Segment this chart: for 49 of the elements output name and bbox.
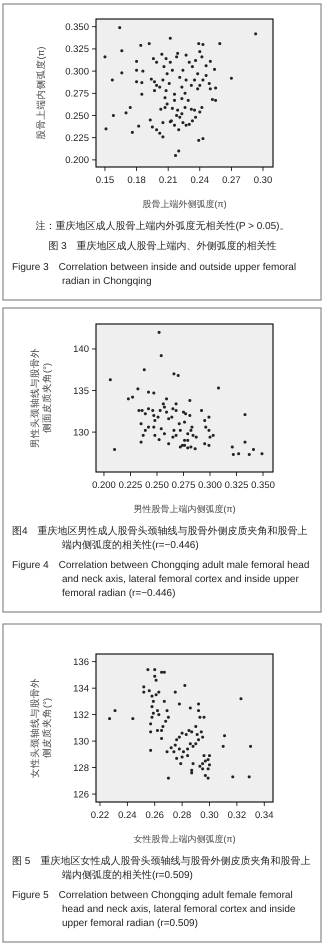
text: 图 5 重庆地区女性成人股骨头颈轴线与股骨外侧皮质夹角和股骨上端内侧弧度的相关性(r=0.509) (12, 855, 310, 881)
x-tick-label: 0.350 (251, 480, 275, 491)
y-tick-label: 0.325 (65, 44, 89, 56)
x-axis-title: 女性股骨上端内侧弧度(π) (133, 834, 236, 844)
y-tick-label: 130 (73, 427, 89, 438)
x-tick-label: 0.18 (127, 175, 146, 186)
y-axis-title: 女性头颈轴线与股骨外侧皮质夹角(°) (29, 678, 53, 778)
text: Figure 3 Correlation between inside and outside upper femoral radian in Chongqing (12, 262, 296, 287)
x-axis-title: 股骨上端外侧弧度(π) (142, 199, 227, 209)
text: Figure 5 Correlation between Chongqing adult female femoral head and neck axis, lateral femoral cortex and inside upper femoral radian (r=0.509) (12, 890, 296, 929)
x-tick-label: 0.300 (198, 480, 222, 491)
text: 图 3 重庆地区成人股骨上端内、外侧弧度的相关性 (48, 240, 277, 252)
x-tick-label: 0.22 (90, 810, 110, 821)
y-tick-label: 0.300 (65, 66, 89, 78)
y-axis-title: 股骨上端内侧弧度(π) (35, 46, 47, 140)
x-tick-label: 0.250 (145, 480, 169, 491)
x-tick-label: 0.275 (172, 480, 196, 491)
y-tick-label: 126 (73, 789, 89, 800)
y-tick-label: 0.225 (65, 133, 89, 144)
x-tick-label: 0.30 (200, 810, 219, 821)
x-tick-label: 0.15 (96, 175, 114, 186)
y-tick-label: 0.200 (65, 155, 89, 166)
text: 图4 重庆地区男性成人股骨头颈轴线与股骨外侧皮质夹角和股骨上端内侧弧度的相关性(r=−0.446) (12, 525, 308, 551)
x-axis-title: 男性股骨上端内侧弧度(π) (133, 504, 236, 514)
y-tick-label: 135 (73, 386, 89, 397)
x-tick-label: 0.28 (172, 810, 192, 821)
x-tick-label: 0.200 (92, 480, 116, 491)
y-axis-title: 男性头颈轴线与股骨外侧面皮质夹角(°) (29, 348, 53, 448)
text: 注：重庆地区成人股骨上端内外弧度无相关性(P > 0.05)。 (35, 220, 290, 232)
x-tick-label: 0.21 (158, 175, 178, 186)
y-tick-label: 140 (73, 344, 89, 356)
y-tick-label: 0.275 (65, 88, 89, 100)
x-tick-label: 0.24 (118, 810, 137, 821)
x-tick-label: 0.34 (254, 810, 274, 821)
y-tick-label: 0.350 (65, 22, 89, 34)
x-tick-label: 0.225 (118, 480, 142, 491)
y-tick-label: 132 (73, 710, 89, 721)
text: Figure 4 Correlation between Chongqing adult male femoral head and neck axis, lateral femoral cortex and inside upper femoral radian (r=−0.446) (12, 560, 310, 599)
x-tick-label: 0.325 (224, 480, 248, 491)
y-tick-label: 128 (73, 762, 89, 774)
x-tick-label: 0.24 (190, 175, 210, 186)
x-tick-label: 0.30 (254, 175, 272, 186)
y-tick-label: 130 (73, 736, 89, 748)
y-tick-label: 134 (73, 683, 89, 694)
x-tick-label: 0.26 (145, 810, 164, 821)
x-tick-label: 0.27 (222, 175, 241, 186)
y-tick-label: 136 (73, 656, 89, 668)
y-tick-label: 0.250 (65, 110, 89, 122)
x-tick-label: 0.32 (228, 810, 246, 821)
